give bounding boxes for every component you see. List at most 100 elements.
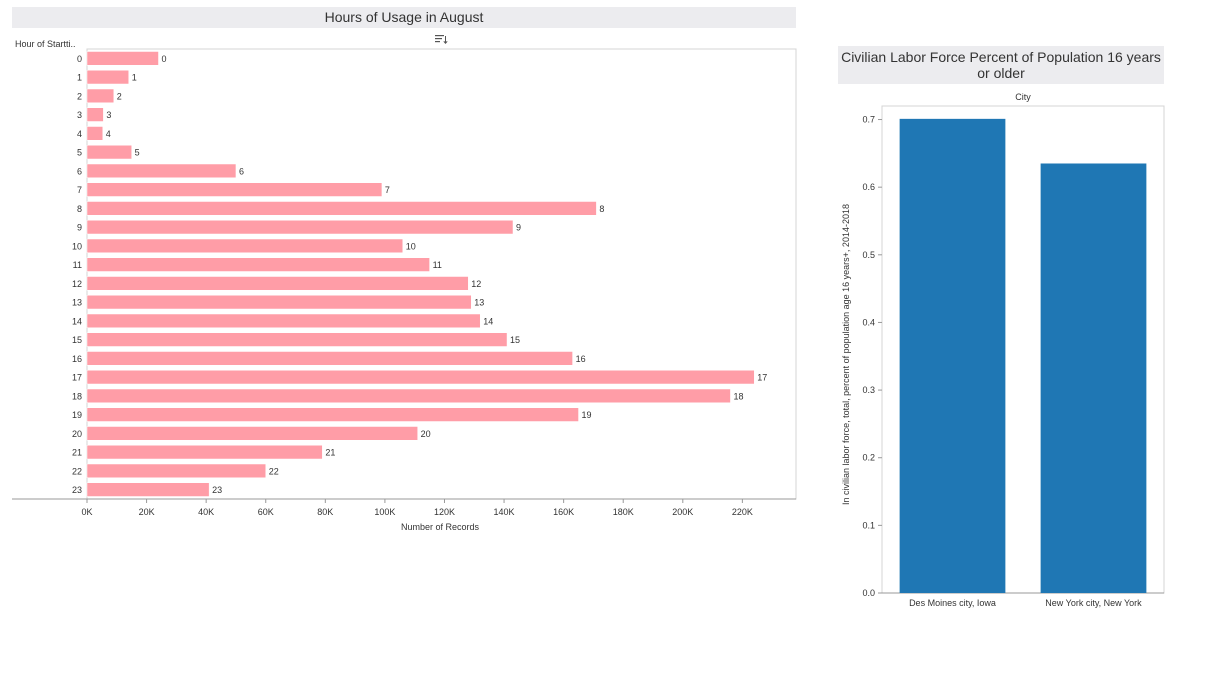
data-label: 9 [516, 223, 521, 233]
x-tick-label: New York city, New York [1045, 598, 1142, 608]
bar-hour-23 [86, 482, 210, 497]
y-tick-label: 6 [77, 166, 82, 176]
bar-hour-8 [86, 201, 597, 216]
y-tick-label: 12 [72, 279, 82, 289]
x-tick-label: 140K [494, 507, 515, 517]
data-label: 5 [135, 148, 140, 158]
data-label: 13 [474, 298, 484, 308]
column-header-city: City [1015, 92, 1031, 102]
bar-hour-9 [86, 220, 514, 235]
data-label: 0 [161, 54, 166, 64]
bar-hour-12 [86, 276, 469, 291]
bar-hour-10 [86, 238, 404, 253]
y-tick-label: 8 [77, 204, 82, 214]
bar-city-0 [899, 118, 1006, 594]
bar-hour-2 [86, 88, 115, 103]
x-tick-label: 60K [258, 507, 274, 517]
y-tick-label: 0.2 [862, 453, 875, 463]
data-label: 17 [757, 373, 767, 383]
y-tick-label: 0 [77, 54, 82, 64]
data-label: 12 [471, 279, 481, 289]
y-tick-label: 4 [77, 129, 82, 139]
bar-hour-16 [86, 351, 573, 366]
data-label: 7 [385, 185, 390, 195]
row-header-hour: Hour of Startti.. [15, 39, 76, 49]
y-tick-label: 0.6 [862, 182, 875, 192]
bar-hour-0 [86, 51, 159, 66]
bar-hour-17 [86, 370, 755, 385]
data-label: 4 [106, 129, 111, 139]
data-label: 15 [510, 335, 520, 345]
y-tick-label: 0.1 [862, 520, 875, 530]
y-tick-label: 9 [77, 223, 82, 233]
y-axis-title: In civilian labor force, total, percent … [841, 204, 851, 505]
data-label: 6 [239, 166, 244, 176]
y-tick-label: 20 [72, 429, 82, 439]
y-tick-label: 0.0 [862, 588, 875, 598]
x-tick-label: 160K [553, 507, 574, 517]
bar-hour-11 [86, 257, 430, 272]
y-tick-label: 15 [72, 335, 82, 345]
x-tick-label: 40K [198, 507, 214, 517]
y-tick-label: 0.3 [862, 385, 875, 395]
x-tick-label: 220K [732, 507, 753, 517]
y-tick-label: 10 [72, 241, 82, 251]
bar-hour-5 [86, 145, 132, 160]
y-tick-label: 22 [72, 466, 82, 476]
bar-hour-1 [86, 70, 129, 85]
x-tick-label: 180K [613, 507, 634, 517]
x-tick-label: 20K [139, 507, 155, 517]
y-tick-label: 21 [72, 448, 82, 458]
y-tick-label: 0.7 [862, 115, 875, 125]
x-tick-label: 80K [317, 507, 333, 517]
bar-hour-6 [86, 163, 237, 178]
bar-hour-4 [86, 126, 104, 141]
bar-hour-20 [86, 426, 418, 441]
bar-hour-13 [86, 295, 472, 310]
y-tick-label: 5 [77, 148, 82, 158]
y-tick-label: 7 [77, 185, 82, 195]
data-label: 19 [582, 410, 592, 420]
data-label: 1 [132, 73, 137, 83]
data-label: 20 [421, 429, 431, 439]
y-tick-label: 0.5 [862, 250, 875, 260]
x-tick-label: 0K [81, 507, 92, 517]
y-tick-label: 16 [72, 354, 82, 364]
data-label: 2 [117, 91, 122, 101]
x-tick-label: Des Moines city, Iowa [909, 598, 996, 608]
chart-title-hours-usage: Hours of Usage in August [12, 7, 796, 28]
y-tick-label: 0.4 [862, 317, 875, 327]
y-tick-label: 19 [72, 410, 82, 420]
chart-title-labor-force: Civilian Labor Force Percent of Populati… [838, 46, 1164, 84]
x-axis-title: Number of Records [401, 522, 480, 532]
data-label: 16 [576, 354, 586, 364]
x-tick-label: 120K [434, 507, 455, 517]
data-label: 10 [406, 241, 416, 251]
data-label: 23 [212, 485, 222, 495]
bar-city-1 [1040, 163, 1147, 594]
data-label: 11 [433, 260, 442, 270]
y-tick-label: 14 [72, 316, 82, 326]
y-tick-label: 1 [77, 73, 82, 83]
x-tick-label: 100K [374, 507, 395, 517]
x-tick-label: 200K [672, 507, 693, 517]
y-tick-label: 11 [73, 260, 82, 270]
bar-hour-3 [86, 107, 104, 122]
y-tick-label: 2 [77, 91, 82, 101]
y-tick-label: 13 [72, 298, 82, 308]
bar-hour-19 [86, 407, 579, 422]
data-label: 22 [269, 466, 279, 476]
bar-hour-14 [86, 313, 481, 328]
data-label: 14 [483, 316, 493, 326]
data-label: 18 [733, 391, 743, 401]
y-tick-label: 18 [72, 391, 82, 401]
y-tick-label: 23 [72, 485, 82, 495]
y-tick-label: 3 [77, 110, 82, 120]
bar-hour-22 [86, 463, 266, 478]
y-tick-label: 17 [72, 373, 82, 383]
plot-frame [881, 105, 1165, 594]
data-label: 8 [599, 204, 604, 214]
bar-hour-21 [86, 445, 323, 460]
sort-descending-icon[interactable] [434, 33, 448, 45]
